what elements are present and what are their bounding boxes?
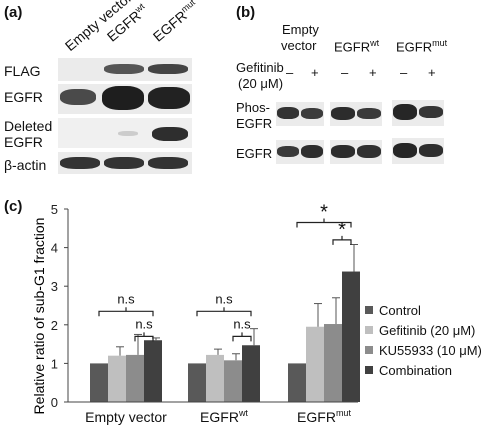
y-tick-label: 5 [51,202,58,217]
bar-1-3 [126,354,144,402]
legend-label: Control [379,302,421,318]
bar-1-1 [90,363,108,402]
panel-b-col-egfr-mut: EGFRmut [396,38,448,55]
legend-swatch [365,366,373,374]
panel-a-row-flag: FLAG [4,63,41,79]
legend: Control Gefitinib (20 μM) KU55933 (10 μM) C… [365,300,482,380]
bar-2-1 [188,363,206,402]
significance-label: n.s [215,291,233,306]
blot-a-deleted-egfr [58,118,192,148]
panel-c-letter: (c) [4,198,23,215]
blot-a-flag [58,58,192,81]
legend-swatch [365,346,373,354]
panel-b-row-egfr: EGFR [236,146,273,161]
panel-b-treatment-label: Gefitinib [236,60,284,75]
panel-b-col-vector: vector [281,38,317,53]
minus-1: – [286,65,294,80]
x-category-label: Empty vector [85,409,167,425]
bar-3-4 [342,271,360,402]
legend-item: Gefitinib (20 μM) [365,320,482,340]
legend-item: Control [365,300,482,320]
blot-b-phos-egfr-empty [276,102,324,126]
panel-b-col-egfr-wt: EGFRwt [334,38,380,55]
bar-3-1 [288,363,306,402]
y-tick-label: 2 [51,318,58,333]
blot-b-egfr-wt [330,140,382,164]
blot-a-egfr [58,84,192,114]
y-tick-label: 1 [51,356,58,371]
plus-1: + [311,65,319,80]
panel-b-row-phos: Phos- [236,100,270,115]
legend-swatch [365,326,373,334]
blot-b-egfr-mut [392,138,444,164]
y-axis-label: Relative ratio of sub-G1 fraction [31,218,47,415]
bar-2-3 [224,360,242,402]
panel-a-row-egfr: EGFR [4,89,43,105]
panel-b-treatment-dose: (20 μM) [238,76,284,91]
panel-a-letter: (a) [4,4,23,21]
legend-item: Combination [365,360,482,380]
y-tick-label: 0 [51,395,58,410]
legend-label: KU55933 (10 μM) [379,342,482,358]
legend-label: Gefitinib (20 μM) [379,322,476,338]
minus-2: – [341,65,349,80]
legend-swatch [365,306,373,314]
bar-1-2 [108,355,126,402]
panel-b-row-phos-egfr: EGFR [236,116,273,131]
bar-3-3 [324,324,342,402]
x-category-label: EGFRwt [200,408,248,425]
significance-label: n.s [233,316,251,331]
significance-bracket [232,335,252,342]
panel-a-row-deleted-egfr: EGFR [4,134,43,150]
plus-3: + [428,65,436,80]
blot-b-phos-egfr-mut [392,100,444,126]
minus-3: – [400,65,408,80]
y-tick-label: 3 [51,279,58,294]
blot-b-phos-egfr-wt [330,102,382,126]
significance-label: * [338,219,346,241]
panel-b-letter: (b) [236,4,256,21]
bar-2-2 [206,354,224,402]
bar-2-4 [242,345,260,402]
plus-2: + [369,65,377,80]
panel-b-col-empty: Empty [282,22,319,37]
significance-label: * [320,202,328,224]
significance-label: n.s [117,291,135,306]
x-category-label: EGFRmut [297,408,351,425]
panel-a-row-beta-actin: β-actin [4,157,47,173]
y-tick-label: 4 [51,241,58,256]
blot-b-egfr-empty [276,140,324,164]
legend-item: KU55933 (10 μM) [365,340,482,360]
blot-a-beta-actin [58,152,192,174]
panel-a-row-deleted: Deleted [4,118,53,134]
bar-3-2 [306,326,324,402]
significance-label: n.s [135,316,153,331]
legend-label: Combination [379,362,452,378]
bar-1-4 [144,340,162,402]
